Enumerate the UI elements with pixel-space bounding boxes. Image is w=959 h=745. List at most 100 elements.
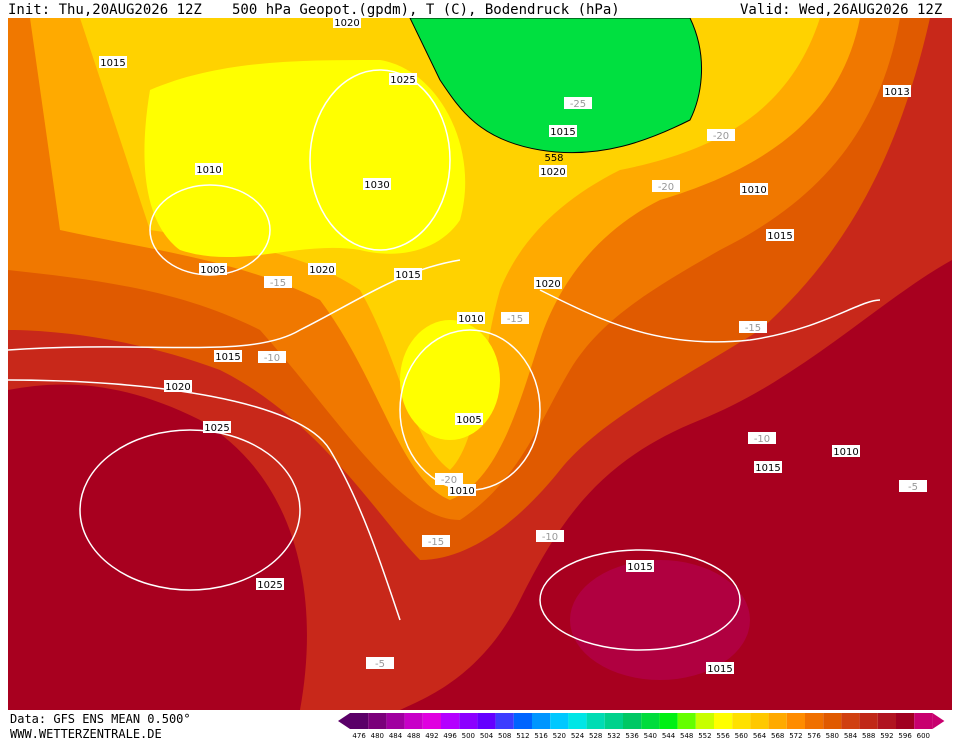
pressure-label: 1005 xyxy=(456,415,481,426)
colorbar-label: 600 xyxy=(917,732,930,740)
pressure-label: 1015 xyxy=(755,463,780,474)
valid-time: Valid: Wed,26AUG2026 12Z xyxy=(740,2,942,18)
colorbar-label: 512 xyxy=(516,732,529,740)
temperature-label: -20 xyxy=(713,131,729,142)
map xyxy=(8,18,952,710)
temperature-label: -15 xyxy=(270,278,286,289)
temperature-label-box xyxy=(435,473,463,485)
colorbar-box xyxy=(714,713,733,729)
colorbar-box xyxy=(532,713,551,729)
colorbar-label: 540 xyxy=(644,732,657,740)
pressure-label-box xyxy=(214,350,242,362)
website: WWW.WETTERZENTRALE.DE xyxy=(10,727,162,741)
temperature-label-box xyxy=(899,480,927,492)
temperature-label-box xyxy=(707,129,735,141)
colorbar-label: 516 xyxy=(534,732,548,740)
colorbar-box xyxy=(805,713,824,729)
colorbar-box xyxy=(823,713,842,729)
colorbar-label: 544 xyxy=(662,732,676,740)
colorbar-label: 564 xyxy=(753,732,767,740)
colorbar-box xyxy=(659,713,678,729)
colorbar-box xyxy=(732,713,751,729)
pressure-label-box xyxy=(832,445,860,457)
colorbar-label: 484 xyxy=(389,732,403,740)
colorbar-box xyxy=(550,713,569,729)
colorbar-box xyxy=(459,713,478,729)
colorbar-label: 588 xyxy=(862,732,875,740)
temperature-label-box xyxy=(748,432,776,444)
pressure-label: 1015 xyxy=(395,270,420,281)
pressure-label: 1025 xyxy=(390,75,415,86)
colorbar-arrow-right xyxy=(932,713,945,729)
colorbar-box xyxy=(495,713,514,729)
colorbar-label: 576 xyxy=(807,732,821,740)
colorbar-box xyxy=(604,713,623,729)
pressure-label: 1020 xyxy=(165,382,190,393)
colorbar-label: 476 xyxy=(352,732,366,740)
temperature-label: -15 xyxy=(507,314,523,325)
pressure-label-box xyxy=(539,165,567,177)
temperature-label: -15 xyxy=(428,537,444,548)
pressure-label-box xyxy=(394,268,422,280)
pressure-label-box xyxy=(740,183,768,195)
pressure-label: 1010 xyxy=(741,185,766,196)
pressure-label-box xyxy=(333,16,361,28)
pressure-label-box xyxy=(766,229,794,241)
pressure-label: 1020 xyxy=(334,18,359,29)
pressure-label: 1025 xyxy=(257,580,282,591)
pressure-label-box xyxy=(549,125,577,137)
colorbar-box xyxy=(422,713,441,729)
pressure-label: 1020 xyxy=(540,167,565,178)
temperature-label: -5 xyxy=(908,482,918,493)
geopotential-labels: 558 xyxy=(544,153,563,164)
pressure-label: 1030 xyxy=(364,180,389,191)
colorbar-label: 504 xyxy=(480,732,494,740)
colorbar-label: 580 xyxy=(826,732,839,740)
pressure-label-box xyxy=(706,662,734,674)
pressure-label-box xyxy=(754,461,782,473)
colorbar-label: 480 xyxy=(371,732,384,740)
colorbar-box xyxy=(877,713,896,729)
temperature-label: -5 xyxy=(375,659,385,670)
colorbar-box xyxy=(750,713,769,729)
colorbar-box xyxy=(914,713,933,729)
colorbar-box xyxy=(841,713,860,729)
pressure-label: 1020 xyxy=(309,265,334,276)
colorbar-label: 520 xyxy=(553,732,566,740)
colorbar-box xyxy=(641,713,660,729)
temperature-label: -10 xyxy=(264,353,280,364)
temperature-label: -15 xyxy=(745,323,761,334)
pressure-label: 1015 xyxy=(550,127,575,138)
colorbar-box xyxy=(677,713,696,729)
temperature-label-box xyxy=(501,312,529,324)
pressure-label: 1010 xyxy=(449,486,474,497)
colorbar-box xyxy=(859,713,878,729)
pressure-label-box xyxy=(203,421,231,433)
geopotential-label: 558 xyxy=(544,153,563,164)
colorbar-box xyxy=(568,713,587,729)
colorbar-label: 552 xyxy=(698,732,711,740)
colorbar-box xyxy=(368,713,387,729)
temperature-label: -10 xyxy=(754,434,770,445)
pressure-label: 1015 xyxy=(215,352,240,363)
colorbar-box xyxy=(768,713,787,729)
pressure-labels: 1020 1015 1025 1013 1015 1020 1010 1030 1010 1015… xyxy=(99,16,911,675)
colorbar-box xyxy=(386,713,405,729)
pressure-label: 1025 xyxy=(204,423,229,434)
colorbar-label: 508 xyxy=(498,732,511,740)
pressure-label-box xyxy=(457,312,485,324)
pressure-label-box xyxy=(534,277,562,289)
colorbar-label: 524 xyxy=(571,732,585,740)
colorbar-box xyxy=(350,713,369,729)
temperature-label: -20 xyxy=(441,475,457,486)
temperature-label-box xyxy=(258,351,286,363)
isobars xyxy=(8,69,881,651)
pressure-label-box xyxy=(448,484,476,496)
colorbar-box xyxy=(404,713,423,729)
colorbar-label: 500 xyxy=(462,732,475,740)
colorbar-box xyxy=(786,713,805,729)
pressure-label: 1010 xyxy=(196,165,221,176)
temperature-label: -10 xyxy=(542,532,558,543)
colorbar-label: 596 xyxy=(898,732,912,740)
